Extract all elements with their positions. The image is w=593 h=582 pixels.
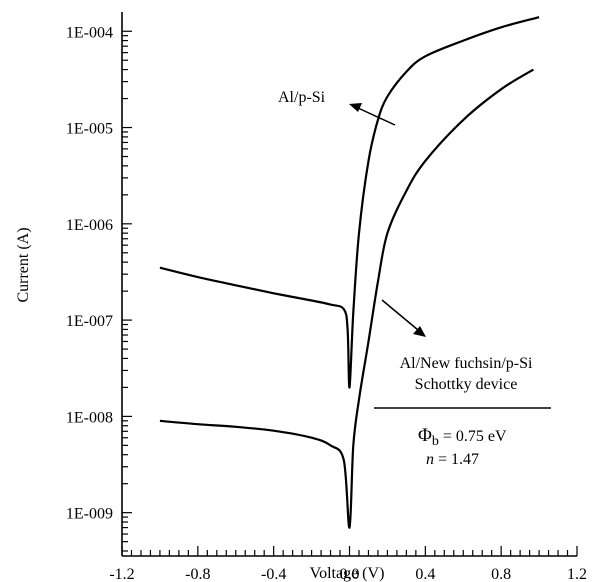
y-tick-label: 1E-009	[66, 506, 113, 523]
series-line-alpsi	[159, 16, 540, 389]
y-tick-label: 1E-008	[66, 409, 113, 426]
n-text: n = 1.47	[426, 451, 479, 468]
phi-text: Φb = 0.75 eV	[418, 425, 507, 449]
label-device-line2: Schottky device	[415, 376, 518, 393]
y-tick-label: 1E-004	[66, 24, 113, 41]
series-lines	[159, 16, 540, 529]
x-tick-label: -0.8	[185, 566, 210, 582]
phi-subscript: b	[432, 434, 439, 449]
x-tick-label: -1.2	[109, 566, 134, 582]
y-ticks: 1E-009 1E-008 1E-007 1E-006 1E-005 1E-004	[66, 24, 132, 552]
series-line-device	[159, 68, 534, 529]
y-tick-label: 1E-007	[66, 313, 113, 330]
x-tick-label: -0.4	[261, 566, 286, 582]
x-ticks: -1.2 -0.8 -0.4 0.0 0.4 0.8 1.2	[109, 546, 587, 582]
x-tick-label: 1.2	[567, 566, 587, 582]
y-axis-label: Current (A)	[15, 227, 32, 302]
x-tick-label: 0.0	[340, 566, 360, 582]
axes	[121, 12, 577, 557]
x-tick-label: 0.4	[415, 566, 435, 582]
y-tick-label: 1E-006	[66, 217, 113, 234]
phi-symbol: Φ	[418, 425, 432, 446]
phi-value: = 0.75 eV	[439, 428, 507, 445]
arrow-alpsi	[349, 103, 396, 126]
n-value: = 1.47	[434, 451, 479, 468]
x-tick-label: 0.8	[491, 566, 511, 582]
n-symbol: n	[426, 451, 434, 468]
label-alpsi: Al/p-Si	[278, 89, 326, 106]
arrow-device	[381, 299, 426, 337]
x-axis-label: Voltage (V)	[310, 565, 385, 582]
label-device-line1: Al/New fuchsin/p-Si	[400, 355, 533, 372]
y-tick-label: 1E-005	[66, 121, 113, 138]
